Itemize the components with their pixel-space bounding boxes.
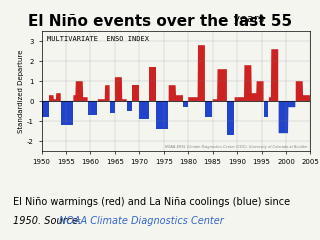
Text: years: years [230, 14, 265, 24]
Y-axis label: Standardized Departure: Standardized Departure [18, 49, 24, 133]
Text: 1950. Source:: 1950. Source: [13, 216, 84, 226]
Text: El Niño warmings (red) and La Niña coolings (blue) since: El Niño warmings (red) and La Niña cooli… [13, 197, 290, 207]
Text: MULTIVARIATE  ENSO INDEX: MULTIVARIATE ENSO INDEX [47, 36, 149, 42]
Text: NOAA–ERSL Climate Diagnostics Center (CDC), University of Colorado at Boulder: NOAA–ERSL Climate Diagnostics Center (CD… [165, 145, 308, 149]
Text: NOAA Climate Diagnostics Center: NOAA Climate Diagnostics Center [59, 216, 224, 226]
Text: El Niño events over the last 55: El Niño events over the last 55 [28, 14, 292, 30]
